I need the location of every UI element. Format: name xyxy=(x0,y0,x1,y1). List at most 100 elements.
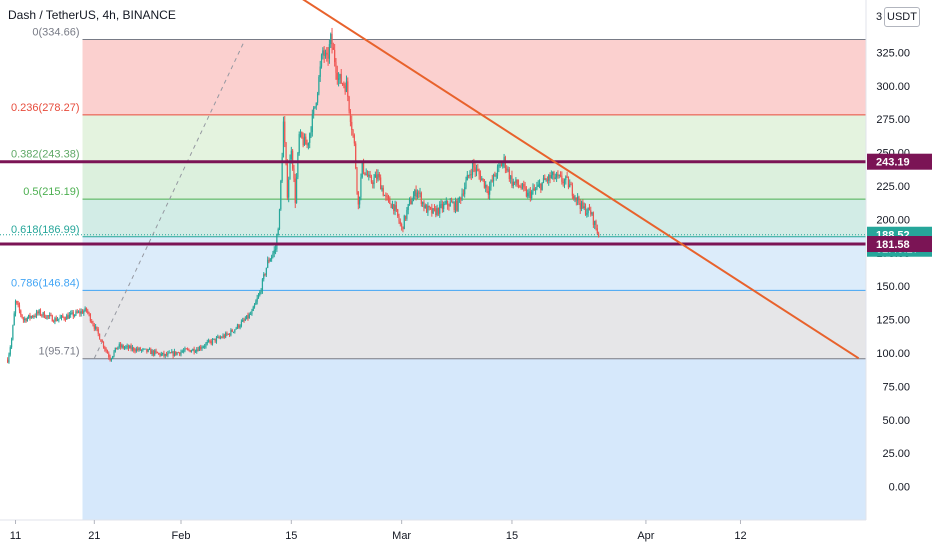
candle-body xyxy=(460,197,462,200)
candle-body xyxy=(531,191,533,199)
candle-body xyxy=(240,321,243,327)
candle-body xyxy=(141,349,143,351)
candle-body xyxy=(72,312,74,317)
candle-body xyxy=(298,134,300,153)
candle-body xyxy=(45,317,47,319)
candle-body xyxy=(550,175,552,179)
candle-body xyxy=(598,233,600,237)
candle-body xyxy=(418,192,420,194)
candle-body xyxy=(88,312,90,315)
candle-body xyxy=(326,52,328,55)
candle-body xyxy=(122,345,124,349)
candle-body xyxy=(201,347,203,349)
candle-body xyxy=(466,175,468,181)
candle-body xyxy=(250,314,252,315)
candle-body xyxy=(24,318,26,321)
candle-body xyxy=(549,174,551,179)
candle-body xyxy=(327,54,329,59)
candle-body xyxy=(394,205,396,212)
candle-body xyxy=(243,319,245,321)
candle-body xyxy=(478,170,480,175)
candle-body xyxy=(528,191,530,193)
candle-body xyxy=(200,346,202,349)
candle-body xyxy=(28,314,30,318)
candle-body xyxy=(401,224,403,227)
candle-body xyxy=(126,345,128,347)
candle-body xyxy=(77,311,80,313)
fib-label: 0.382(243.38) xyxy=(11,148,80,160)
candle-body xyxy=(516,179,518,185)
candle-body xyxy=(268,259,270,262)
candle-body xyxy=(519,185,521,188)
candle-body xyxy=(113,351,115,357)
candle-body xyxy=(391,204,394,209)
candle-body xyxy=(85,307,88,311)
currency-selector[interactable]: USDT xyxy=(884,7,920,27)
candle-body xyxy=(532,188,534,192)
candle-body xyxy=(372,182,374,185)
candle-body xyxy=(131,347,134,350)
candle-body xyxy=(239,326,241,328)
candle-body xyxy=(469,174,471,176)
candle-body xyxy=(349,110,352,122)
fib-label: 1(95.71) xyxy=(39,346,80,358)
candle-body xyxy=(143,348,145,350)
candle-body xyxy=(116,347,118,350)
candle-body xyxy=(475,168,478,172)
candle-body xyxy=(299,132,302,135)
candle-body xyxy=(427,205,429,213)
candle-body xyxy=(46,315,48,319)
candle-body xyxy=(525,188,528,197)
fib-zone xyxy=(82,199,866,237)
candle-body xyxy=(341,83,344,85)
fib-label: 0.786(146.84) xyxy=(11,277,80,289)
x-tick-label: 15 xyxy=(285,530,297,542)
candle-body xyxy=(179,352,181,355)
candle-body xyxy=(14,301,17,314)
candle-body xyxy=(408,199,411,205)
candle-body xyxy=(415,190,417,198)
candle-body xyxy=(194,351,197,353)
fib-zone xyxy=(82,236,866,291)
candle-body xyxy=(445,201,447,204)
candle-body xyxy=(12,325,14,340)
candle-body xyxy=(264,274,266,276)
candle-body xyxy=(18,305,21,311)
fib-label: 0.618(186.99) xyxy=(11,224,80,236)
candle-body xyxy=(580,201,583,209)
candle-body xyxy=(261,279,264,292)
candle-body xyxy=(565,176,567,181)
x-tick-label: Mar xyxy=(392,530,411,542)
candle-body xyxy=(66,315,68,320)
candle-body xyxy=(542,177,545,183)
candle-body xyxy=(173,351,176,356)
candle-body xyxy=(507,169,509,171)
candle-body xyxy=(506,168,508,171)
candle-body xyxy=(347,81,349,97)
candle-body xyxy=(43,312,46,318)
candle-body xyxy=(110,358,112,361)
candle-body xyxy=(273,249,275,254)
candle-body xyxy=(441,203,443,209)
candle-body xyxy=(130,345,132,350)
candle-body xyxy=(162,352,164,354)
candle-body xyxy=(587,207,589,214)
candle-body xyxy=(570,184,572,186)
fib-label: 0(334.66) xyxy=(32,26,79,38)
candle-body xyxy=(307,142,309,146)
candle-body xyxy=(202,346,204,348)
candle-body xyxy=(420,192,422,204)
candle-body xyxy=(228,333,231,336)
candle-body xyxy=(595,221,597,229)
candle-body xyxy=(370,177,373,183)
symbol-title[interactable]: Dash / TetherUS, 4h, BINANCE xyxy=(8,8,176,22)
candle-body xyxy=(545,179,547,181)
candle-body xyxy=(458,197,461,199)
candle-body xyxy=(100,339,102,342)
candle-body xyxy=(164,354,166,356)
candle-body xyxy=(428,205,430,208)
candle-body xyxy=(594,221,596,225)
candle-body xyxy=(7,359,9,363)
